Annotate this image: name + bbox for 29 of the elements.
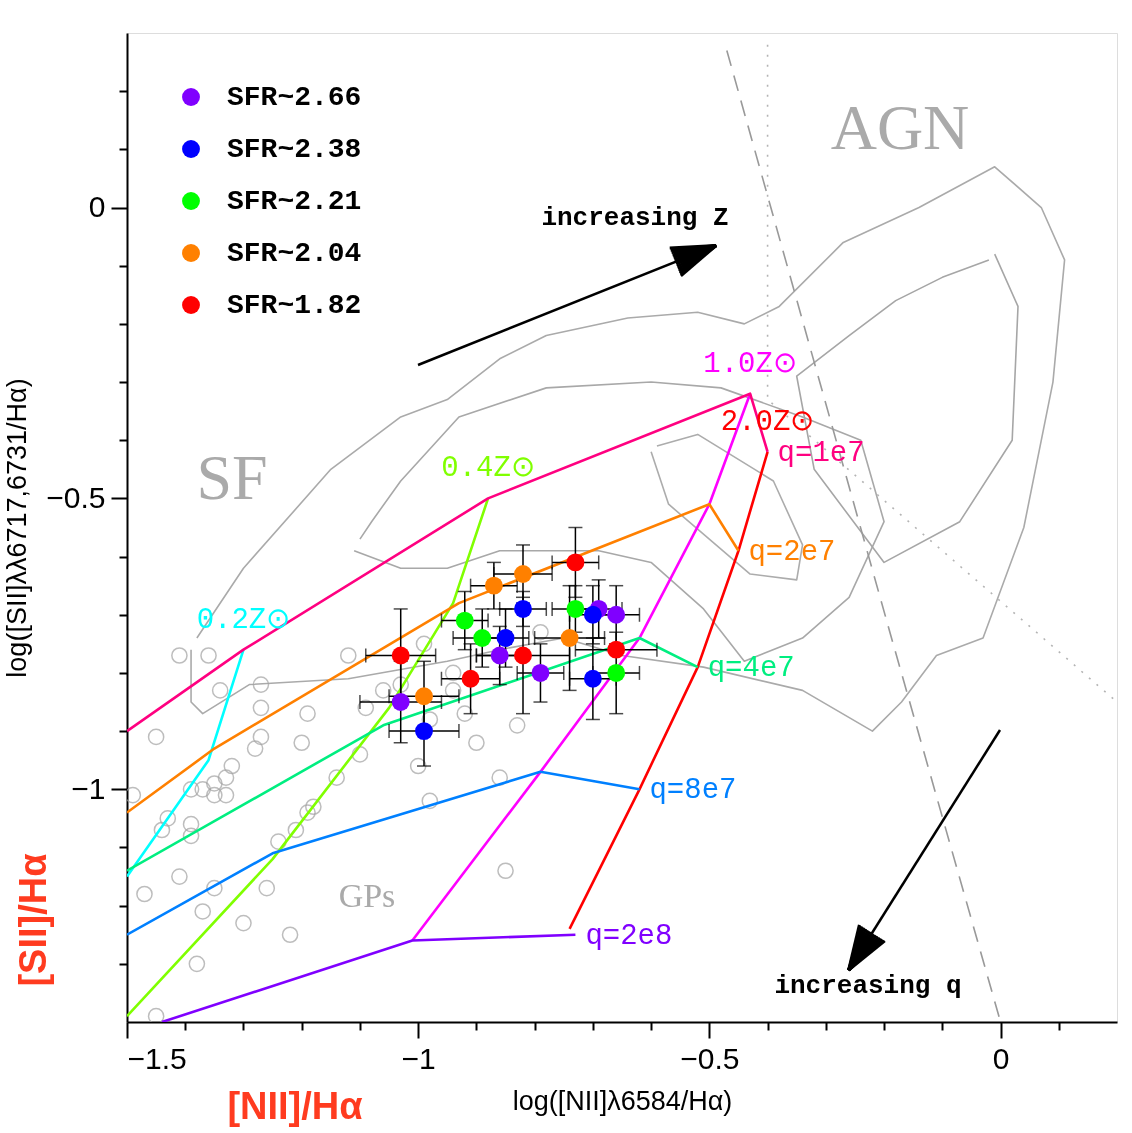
y-tick-label: 0 [88,190,106,224]
x-tick-label: −0.5 [680,1041,740,1075]
x-tick-label: 0 [992,1041,1010,1075]
x-tick-label: −1 [401,1041,436,1075]
annotation: increasing Z [541,203,729,233]
text: [NII]/Hα [227,1085,363,1127]
legend-label: SFR~2.38 [227,134,362,165]
annotation: GPs [338,877,396,914]
x-tick-label: −1.5 [127,1041,187,1075]
y-tick-label: −1 [71,771,106,805]
x-axis-title: log([NII]λ6584/Hα) [512,1085,733,1116]
text: [SII]/Hα [12,853,54,987]
legend-label: SFR~2.04 [227,238,362,269]
series-label: q=4e7 [707,652,795,686]
series-label: q=8e7 [649,774,737,808]
y-axis-title: log([SII]λλ6717,6731/Hα) [2,378,33,678]
y-tick-label: −0.5 [46,480,106,514]
annotation: SF [196,442,268,513]
series-label: 0.2Z⊙ [196,603,291,637]
legend-label: SFR~2.21 [227,186,362,217]
legend-label: SFR~2.66 [227,82,362,113]
series-label: 1.0Z⊙ [703,347,797,381]
annotation: increasing q [774,971,962,1001]
series-label: q=1e7 [777,436,865,470]
annotation: AGN [830,92,970,163]
series-label: 0.4Z⊙ [441,452,535,486]
legend-label: SFR~1.82 [227,290,362,321]
series-label: q=2e7 [748,535,836,569]
series-label: q=2e8 [585,919,673,953]
